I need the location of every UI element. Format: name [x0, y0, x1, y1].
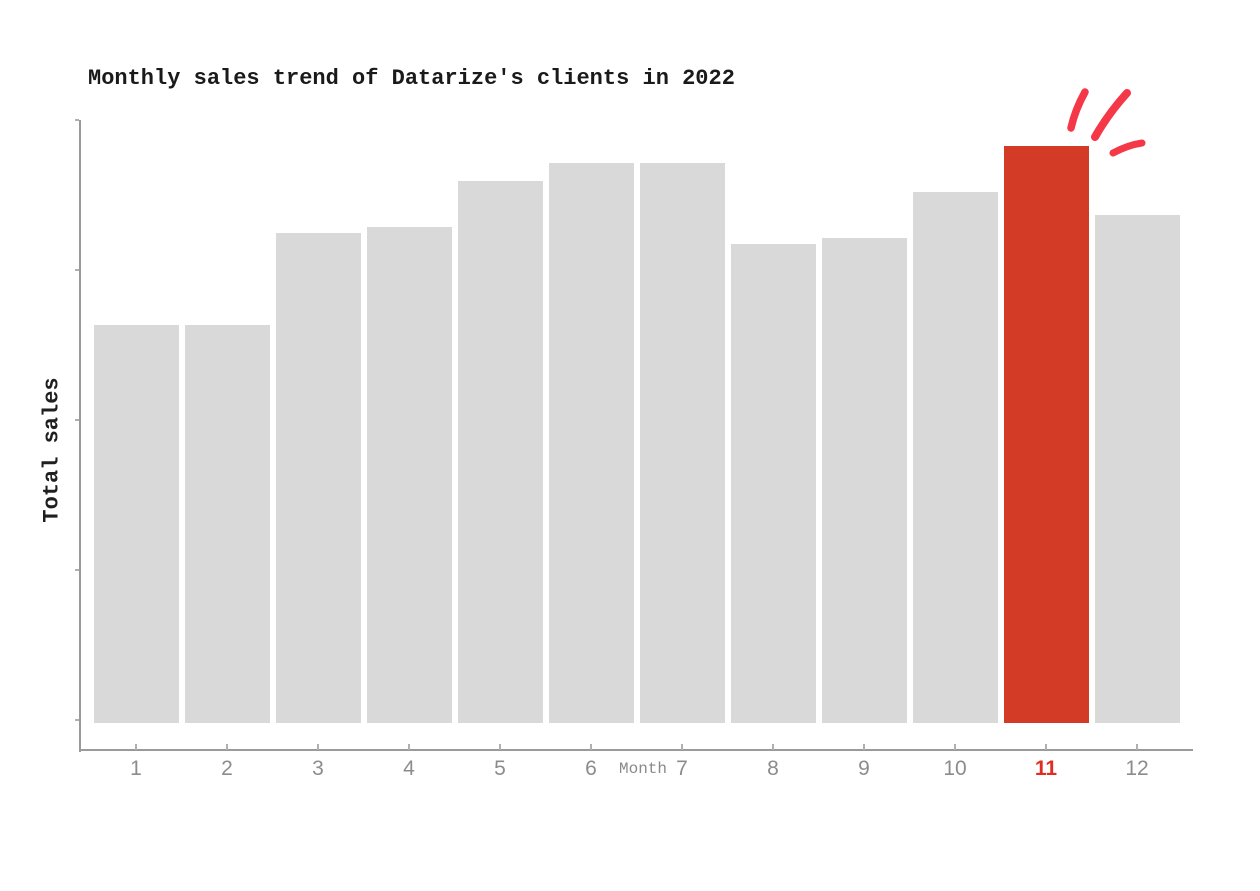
x-tick-label-4: 4: [403, 757, 415, 780]
bar-month-7: [639, 163, 725, 723]
bar-month-1: [93, 325, 179, 723]
x-tick-label-8: 8: [767, 757, 779, 780]
x-tick-mark-11: [1045, 744, 1047, 750]
bar-month-2: [184, 325, 270, 723]
x-tick-label-3: 3: [312, 757, 324, 780]
x-tick-mark-3: [317, 744, 319, 750]
y-tick-mark-2: [75, 419, 79, 421]
x-axis-line: [79, 749, 1193, 751]
x-tick-mark-8: [772, 744, 774, 750]
y-tick-mark-3: [75, 569, 79, 571]
x-tick-mark-9: [863, 744, 865, 750]
x-tick-mark-6: [590, 744, 592, 750]
x-tick-mark-10: [954, 744, 956, 750]
x-tick-label-7: 7: [676, 757, 688, 780]
x-tick-label-10: 10: [943, 757, 967, 780]
chart-title: Monthly sales trend of Datarize's client…: [88, 66, 735, 91]
x-axis-title: Month: [618, 760, 668, 778]
x-tick-label-2: 2: [221, 757, 233, 780]
x-tick-mark-12: [1136, 744, 1138, 750]
x-tick-mark-2: [226, 744, 228, 750]
x-tick-label-6: 6: [585, 757, 597, 780]
x-tick-mark-1: [135, 744, 137, 750]
bar-month-9: [821, 238, 907, 723]
x-tick-label-12: 12: [1125, 757, 1149, 780]
bar-month-6: [548, 163, 634, 723]
x-tick-label-11: 11: [1034, 757, 1058, 780]
bar-month-10: [912, 192, 998, 723]
bar-month-12: [1094, 215, 1180, 723]
bar-month-11: [1003, 146, 1089, 723]
y-tick-mark-0: [75, 119, 79, 121]
x-tick-mark-4: [408, 744, 410, 750]
y-axis-line: [79, 120, 81, 752]
y-tick-mark-1: [75, 269, 79, 271]
bar-month-8: [730, 244, 816, 723]
y-axis-label: Total sales: [39, 377, 65, 523]
x-tick-label-9: 9: [858, 757, 870, 780]
x-tick-label-5: 5: [494, 757, 506, 780]
x-tick-mark-7: [681, 744, 683, 750]
bar-month-5: [457, 181, 543, 723]
y-tick-mark-4: [75, 719, 79, 721]
bar-month-4: [366, 227, 452, 723]
sparkle-emphasis-icon: [1067, 88, 1146, 157]
x-tick-label-1: 1: [130, 757, 142, 780]
x-tick-mark-5: [499, 744, 501, 750]
bar-month-3: [275, 233, 361, 723]
